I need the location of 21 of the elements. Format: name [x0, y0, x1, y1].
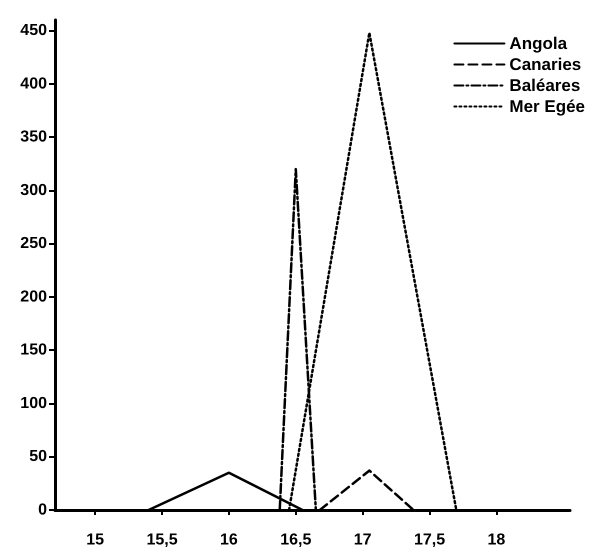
y-tick-label: 300 [20, 182, 48, 199]
legend-label: Angola [509, 34, 568, 53]
y-tick-label: 0 [38, 502, 48, 518]
legend-label: Mer Egée [509, 97, 586, 116]
y-tick-label: 200 [20, 288, 48, 306]
legend-label: Canaries [509, 55, 582, 74]
x-tick-label: 17,5 [414, 532, 446, 548]
x-tick-label: 16 [220, 532, 238, 548]
y-tick-label: 150 [20, 342, 48, 359]
y-tick-label: 350 [20, 128, 48, 146]
x-tick-label: 15,5 [146, 532, 178, 548]
y-tick-label: 250 [20, 235, 48, 252]
x-tick-label: 15 [86, 532, 104, 548]
legend-label: Baléares [509, 76, 580, 95]
x-tick-label: 18 [488, 532, 506, 548]
y-tick-label: 50 [29, 448, 48, 466]
x-tick-label: 17 [354, 532, 372, 548]
y-tick-label: 100 [20, 394, 48, 412]
y-tick-label: 400 [20, 75, 48, 92]
y-tick-label: 450 [20, 22, 48, 40]
x-tick-label: 16,5 [280, 532, 312, 548]
